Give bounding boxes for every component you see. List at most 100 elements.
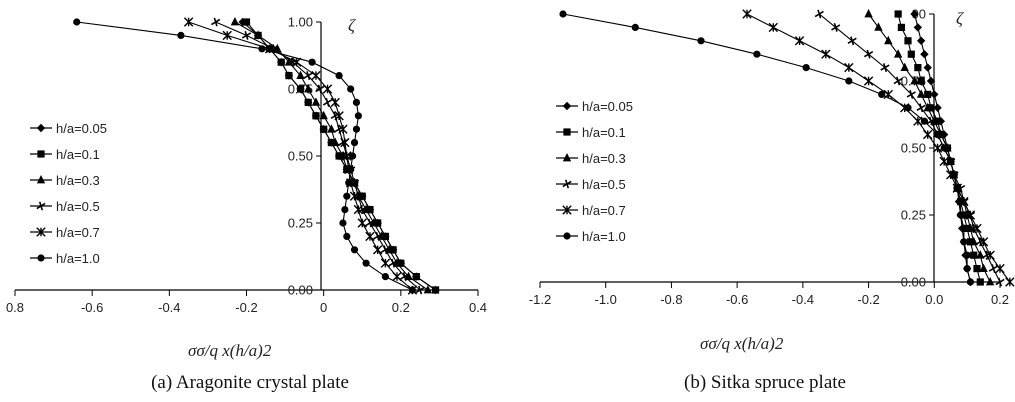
data-point <box>365 218 375 228</box>
data-point <box>985 277 995 286</box>
data-point <box>910 76 919 85</box>
y-tick-label: 0.00 <box>288 283 313 298</box>
data-point <box>431 286 440 294</box>
legend-marker <box>563 128 571 136</box>
data-point <box>916 36 926 45</box>
data-point <box>372 245 383 255</box>
data-point <box>742 9 752 19</box>
data-point <box>924 90 932 98</box>
legend-label: h/a=1.0 <box>56 251 100 266</box>
legend-marker <box>37 254 45 262</box>
data-point <box>956 198 965 206</box>
data-point <box>874 22 883 31</box>
y-tick-label: 0.50 <box>901 141 926 156</box>
data-point <box>381 232 389 240</box>
data-point <box>357 218 367 228</box>
data-point <box>947 157 955 165</box>
data-point <box>863 49 874 59</box>
data-point <box>956 211 965 219</box>
data-point <box>352 125 361 133</box>
legend-label: h/a=0.3 <box>582 151 626 166</box>
data-point <box>311 97 321 106</box>
data-point <box>211 17 221 27</box>
data-point <box>863 76 874 86</box>
data-point <box>930 90 939 99</box>
data-point <box>926 116 936 126</box>
legend-item: h/a=0.5 <box>556 177 626 192</box>
data-point <box>241 30 252 40</box>
series-h/a=1.0 <box>73 18 417 294</box>
data-point <box>976 278 984 286</box>
data-point <box>415 285 425 295</box>
data-point <box>802 64 810 72</box>
data-point <box>821 49 831 59</box>
data-point <box>183 17 194 27</box>
data-point <box>953 184 961 192</box>
legend-item: h/a=0.7 <box>30 225 100 240</box>
data-point <box>916 89 926 98</box>
data-point <box>362 259 370 267</box>
data-point <box>932 143 943 153</box>
data-point <box>960 238 968 246</box>
data-point <box>916 103 926 113</box>
data-point <box>73 18 81 26</box>
data-point <box>334 111 344 121</box>
data-point <box>369 218 379 227</box>
data-point <box>312 112 320 120</box>
data-point <box>347 165 355 173</box>
caption: (a) Aragonite crystal plate <box>151 372 349 393</box>
legend-item: h/a=0.05 <box>556 99 633 114</box>
data-point <box>304 84 313 93</box>
x-tick-label: -0.2 <box>235 300 257 315</box>
data-point <box>380 245 391 255</box>
data-point <box>978 237 989 247</box>
data-point <box>350 139 359 147</box>
data-point <box>976 250 985 259</box>
legend-label: h/a=0.05 <box>56 121 107 136</box>
data-point <box>238 17 247 27</box>
y-axis-label: ζ <box>956 9 964 28</box>
data-point <box>965 210 976 220</box>
data-point <box>222 30 232 41</box>
data-point <box>373 231 383 241</box>
legend-label: h/a=0.5 <box>56 199 100 214</box>
data-point <box>913 23 923 32</box>
data-point <box>995 263 1005 274</box>
legend-marker <box>36 201 46 211</box>
data-point <box>423 285 433 294</box>
data-point <box>331 137 340 146</box>
data-point <box>397 259 405 267</box>
chart-panel-a: ζ σσ/q x(h/a)2 (a) Aragonite crystal pla… <box>6 15 487 394</box>
data-point <box>338 124 348 134</box>
legend-item: h/a=0.05 <box>30 121 107 136</box>
data-point <box>230 17 240 26</box>
x-tick-label: -0.2 <box>857 292 879 307</box>
data-point <box>940 144 948 152</box>
data-point <box>794 36 805 46</box>
data-point <box>374 219 382 227</box>
data-point <box>847 36 857 46</box>
series-line <box>76 21 413 291</box>
y-tick-label: 0.00 <box>901 275 926 290</box>
data-point <box>966 278 975 286</box>
data-point <box>1005 277 1015 287</box>
legend-label: h/a=0.3 <box>56 173 100 188</box>
legend-label: h/a=0.7 <box>56 225 100 240</box>
x-tick-label: -1.2 <box>529 292 551 307</box>
data-point <box>907 50 915 58</box>
data-point <box>970 251 978 259</box>
caption: (b) Sitka spruce plate <box>684 372 846 393</box>
x-tick-label: 0.2 <box>991 292 1009 307</box>
data-point <box>303 71 313 81</box>
data-point <box>923 102 932 112</box>
x-axis-label-text: σσ/q x(h/a)2 <box>700 334 784 353</box>
legend-label: h/a=1.0 <box>582 229 626 244</box>
series-h/a=0.7 <box>183 17 418 295</box>
data-point <box>768 22 778 33</box>
x-tick-label: 0.4 <box>469 300 487 315</box>
legend-label: h/a=0.1 <box>582 125 626 140</box>
data-point <box>340 137 350 148</box>
data-point <box>342 151 352 161</box>
data-point <box>559 10 567 18</box>
